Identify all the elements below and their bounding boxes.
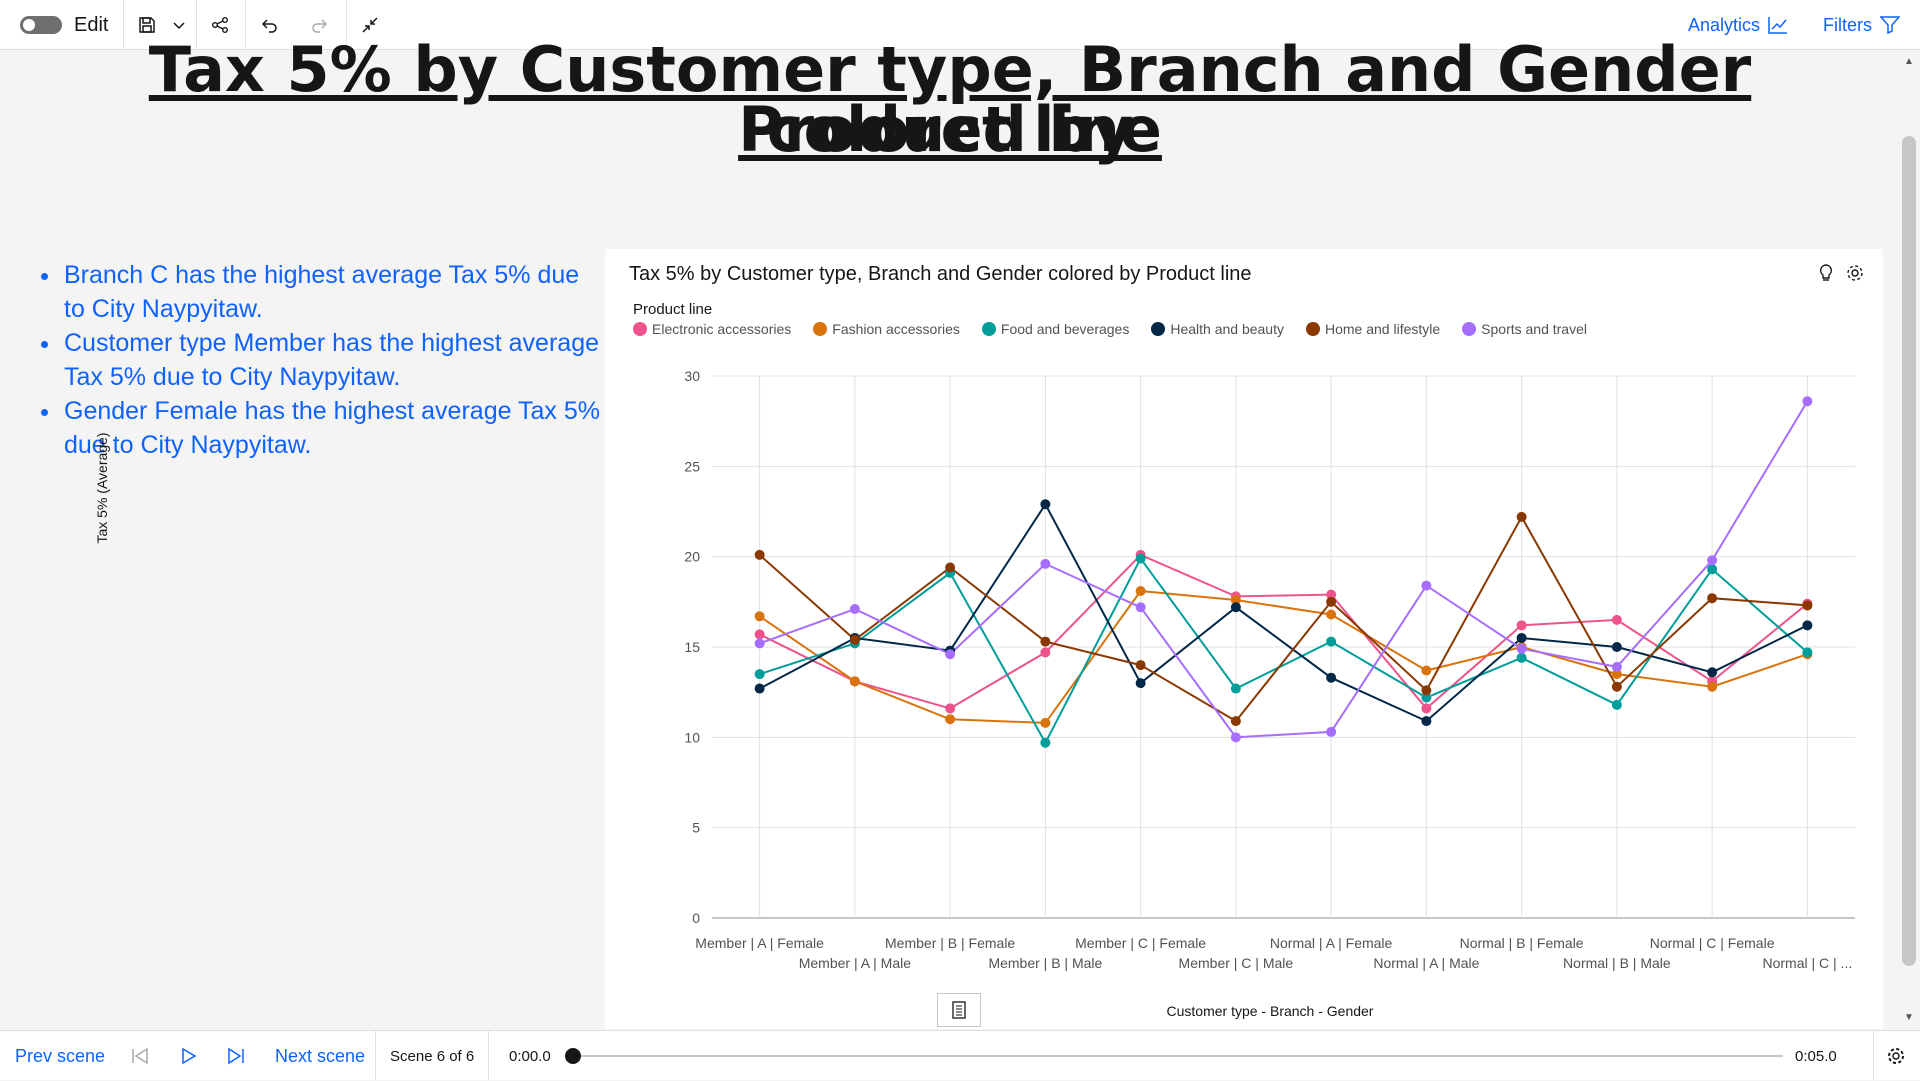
legend-item[interactable]: Sports and travel [1462, 321, 1587, 337]
divider [488, 1031, 489, 1080]
timeline-track[interactable] [573, 1055, 1783, 1057]
legend-item[interactable]: Fashion accessories [813, 321, 960, 337]
insights-list: Branch C has the highest average Tax 5% … [40, 258, 602, 462]
legend-marker [1151, 322, 1166, 336]
scene-player-bar: Prev scene Next scene Scene 6 of 6 0:00.… [0, 1030, 1920, 1080]
share-icon[interactable] [206, 0, 234, 50]
page-title-line1: Tax 5% by Customer type, Branch and Gend… [148, 33, 1752, 166]
legend-title: Product line [633, 301, 713, 318]
time-end: 0:05.0 [1795, 1047, 1837, 1065]
insight-item: Customer type Member has the highest ave… [62, 326, 602, 394]
edit-label: Edit [74, 13, 109, 36]
x-axis-label: Customer type - Branch - Gender [1166, 1003, 1374, 1019]
legend-item[interactable]: Electronic accessories [633, 321, 791, 337]
scroll-down-arrow-icon[interactable]: ▼ [1904, 1012, 1914, 1023]
chevron-down-icon[interactable] [168, 0, 190, 50]
collapse-icon[interactable] [356, 0, 384, 50]
y-axis-label: Tax 5% (Average) [94, 432, 110, 544]
prev-scene-button[interactable]: Prev scene [15, 1045, 106, 1066]
card-actions [1817, 263, 1865, 283]
time-start: 0:00.0 [509, 1047, 551, 1065]
legend-label: Food and beverages [1000, 321, 1130, 337]
legend-label: Fashion accessories [832, 321, 960, 337]
divider [196, 0, 197, 50]
next-scene-button[interactable]: Next scene [275, 1045, 366, 1066]
legend-label: Health and beauty [1170, 321, 1284, 337]
legend-marker [981, 322, 996, 336]
page-title: Tax 5% by Customer type, Branch and Gend… [40, 33, 1860, 166]
divider [1873, 1031, 1874, 1080]
chart-card: Tax 5% by Customer type, Branch and Gend… [605, 249, 1883, 1029]
legend-label: Sports and travel [1481, 321, 1587, 337]
legend-label: Home and lifestyle [1324, 321, 1441, 337]
table-icon [951, 1001, 967, 1019]
filters-label: Filters [1823, 14, 1872, 35]
gear-icon[interactable] [1886, 1031, 1906, 1081]
legend-marker [813, 322, 828, 336]
divider [375, 1031, 376, 1080]
legend-marker [1462, 322, 1477, 336]
insight-item: Branch C has the highest average Tax 5% … [62, 258, 602, 326]
lightbulb-icon[interactable] [1817, 263, 1835, 283]
divider [245, 0, 246, 50]
filter-icon [1880, 16, 1900, 34]
scroll-up-arrow-icon[interactable]: ▲ [1904, 56, 1914, 67]
legend-marker [633, 322, 647, 336]
legend-item[interactable]: Home and lifestyle [1305, 321, 1441, 337]
legend-marker [1305, 322, 1320, 336]
settings-icon[interactable] [1845, 263, 1865, 283]
skip-forward-icon[interactable] [226, 1031, 246, 1081]
chart-title: Tax 5% by Customer type, Branch and Gend… [629, 263, 1252, 285]
skip-back-icon[interactable] [130, 1031, 150, 1081]
legend-label: Electronic accessories [652, 321, 792, 337]
redo-icon[interactable] [305, 0, 333, 50]
line-chart-icon [1768, 16, 1788, 34]
analytics-button[interactable]: Analytics [1688, 0, 1788, 50]
divider [123, 0, 124, 50]
scroll-thumb[interactable] [1902, 136, 1916, 966]
save-icon[interactable] [134, 0, 160, 50]
divider [346, 0, 347, 50]
analytics-label: Analytics [1688, 14, 1761, 35]
play-icon[interactable] [180, 1031, 198, 1081]
legend-item[interactable]: Health and beauty [1151, 321, 1284, 337]
filters-button[interactable]: Filters [1823, 0, 1900, 50]
top-toolbar: Edit Analytics Filters [0, 0, 1920, 50]
chart-legend: Electronic accessories Fashion accessori… [633, 321, 1609, 337]
edit-toggle[interactable] [20, 16, 62, 34]
page-title-line2: Product line [738, 93, 1162, 166]
timeline-scrubber[interactable] [565, 1048, 581, 1064]
insight-item: Gender Female has the highest average Ta… [62, 394, 602, 462]
scene-counter: Scene 6 of 6 [390, 1047, 475, 1065]
undo-icon[interactable] [256, 0, 284, 50]
data-table-button[interactable] [937, 993, 981, 1027]
vertical-scrollbar[interactable]: ▲ ▼ [1898, 50, 1920, 1030]
legend-item[interactable]: Food and beverages [981, 321, 1130, 337]
